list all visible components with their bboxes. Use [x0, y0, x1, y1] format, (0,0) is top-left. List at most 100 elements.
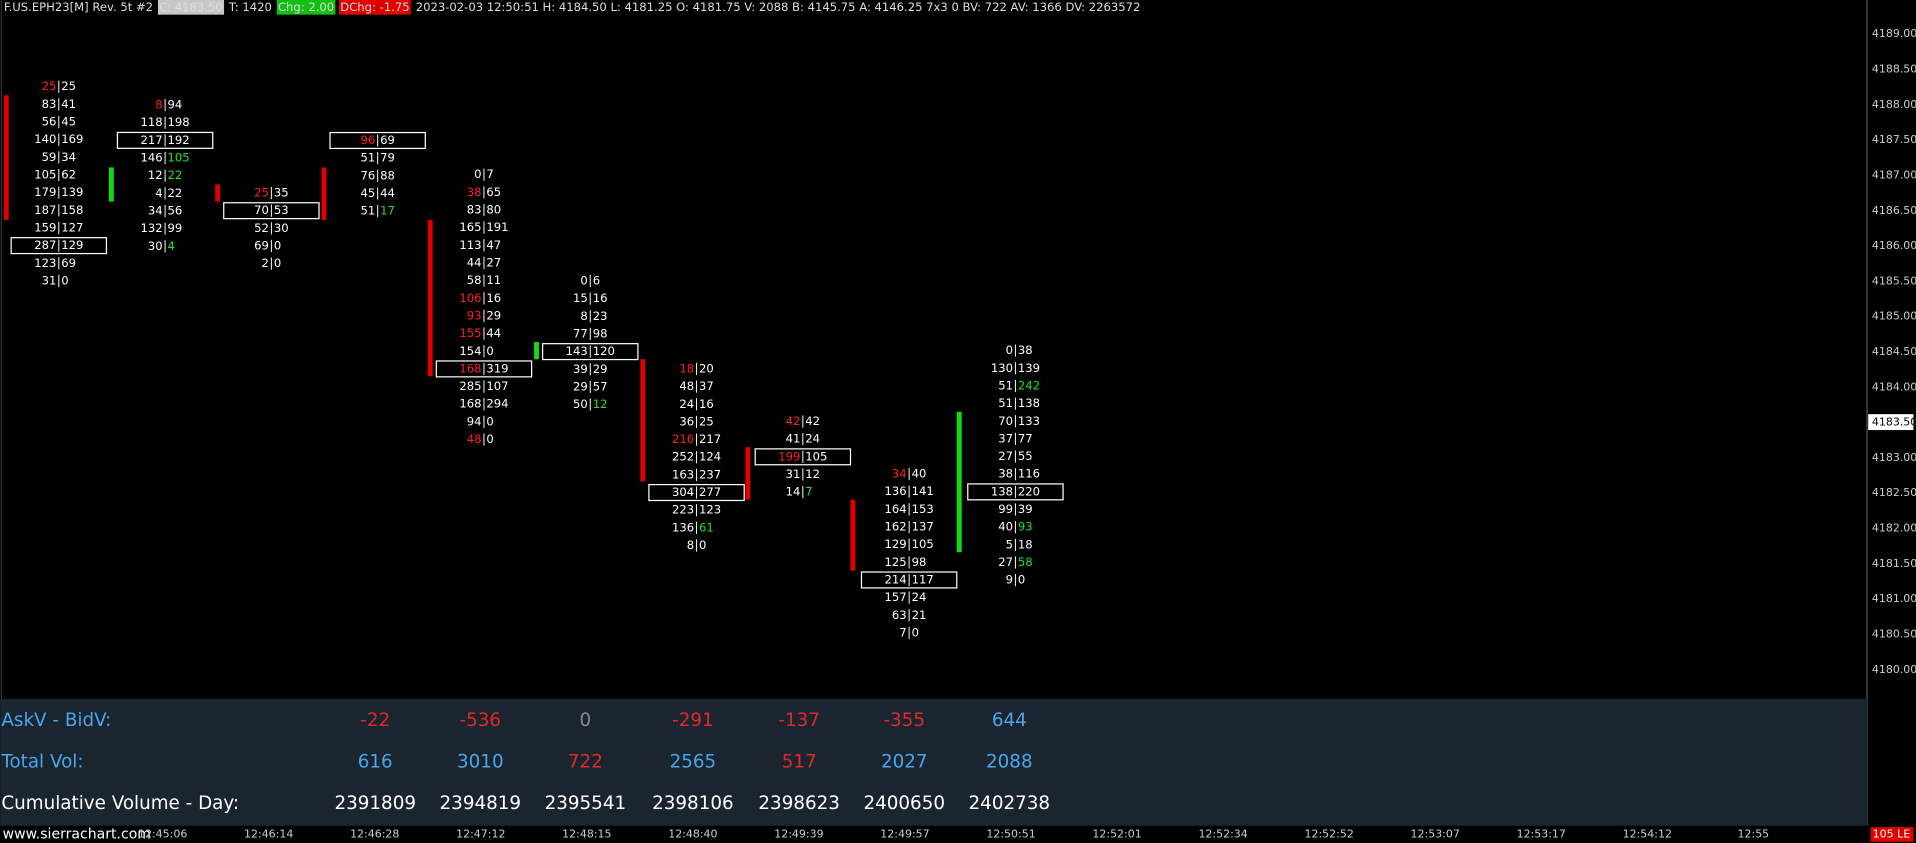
- ask-volume: 37: [998, 431, 1013, 445]
- bid-volume: 127: [61, 220, 83, 234]
- badge: 105 LE: [1873, 827, 1911, 840]
- ask-volume: 48: [467, 432, 482, 446]
- ask-volume: 41: [786, 432, 801, 446]
- bid-volume: 242: [1018, 378, 1040, 392]
- ask-volume: 58: [467, 273, 482, 287]
- ask-volume: 14: [786, 485, 801, 499]
- bid-volume: 69: [380, 133, 395, 147]
- ask-volume: 5: [1006, 537, 1013, 551]
- bid-volume: 88: [380, 168, 395, 182]
- bid-volume: 41: [61, 97, 76, 111]
- bid-volume: 137: [912, 519, 934, 533]
- price-label: 4189.00: [1872, 27, 1916, 40]
- bid-volume: 0: [486, 414, 493, 428]
- ask-volume: 223: [672, 503, 694, 517]
- bid-volume: 40: [912, 467, 927, 481]
- bid-volume: 79: [380, 151, 395, 165]
- poc-box: [860, 571, 958, 589]
- time-label: 12:48:15: [562, 827, 611, 840]
- bid-volume: 55: [1018, 449, 1033, 463]
- ask-volume: 45: [360, 186, 375, 200]
- bid-volume: 98: [593, 326, 608, 340]
- price-label: 4182.50: [1872, 486, 1916, 499]
- bid-volume: 191: [486, 220, 508, 234]
- stats-label: Total Vol:: [0, 751, 83, 772]
- ask-volume: 136: [885, 484, 907, 498]
- bid-volume: 16: [699, 397, 714, 411]
- ask-volume: 106: [459, 291, 481, 305]
- ask-volume: 168: [459, 361, 481, 375]
- bid-volume: 47: [486, 238, 501, 252]
- current-price: 4183.50: [1872, 416, 1916, 429]
- stats-value: 2398106: [652, 793, 734, 814]
- ask-volume: 0: [474, 167, 481, 181]
- bid-volume: 107: [486, 379, 508, 393]
- price-label: 4187.50: [1872, 133, 1916, 146]
- bid-volume: 7: [805, 485, 812, 499]
- bid-volume: 133: [1018, 414, 1040, 428]
- stats-label: AskV - BidV:: [1, 710, 111, 731]
- bid-volume: 44: [380, 186, 395, 200]
- ask-volume: 39: [573, 362, 588, 376]
- ask-volume: 132: [141, 221, 163, 235]
- ask-volume: 36: [679, 414, 694, 428]
- time-label: 12:52:52: [1304, 827, 1353, 840]
- ask-volume: 51: [998, 378, 1013, 392]
- ask-volume: 140: [34, 132, 56, 146]
- stats-value: 2400650: [863, 793, 945, 814]
- stats-value: 3010: [457, 751, 504, 772]
- ask-volume: 38: [998, 467, 1013, 481]
- poc-box: [435, 360, 533, 378]
- bid-volume: 24: [805, 432, 820, 446]
- ask-volume: 96: [360, 133, 375, 147]
- stats-value: -536: [460, 710, 502, 731]
- time-label: 12:45:06: [138, 827, 187, 840]
- imbalance-bar: [745, 447, 751, 500]
- ask-volume: 4: [155, 186, 162, 200]
- stats-value: 2394819: [440, 793, 522, 814]
- bid-volume: 99: [168, 221, 183, 235]
- time-label: 12:52:01: [1092, 827, 1141, 840]
- bid-volume: 62: [61, 168, 76, 182]
- time-label: 12:53:07: [1411, 827, 1460, 840]
- bid-volume: 4: [168, 239, 175, 253]
- ask-volume: 69: [254, 238, 269, 252]
- bid-volume: 37: [699, 379, 714, 393]
- bid-volume: 0: [274, 256, 281, 270]
- bid-volume: 0: [699, 538, 706, 552]
- stats-value: 517: [782, 751, 817, 772]
- ask-volume: 136: [672, 520, 694, 534]
- ask-volume: 42: [786, 414, 801, 428]
- ask-volume: 38: [467, 185, 482, 199]
- time-label: 12:49:57: [880, 827, 929, 840]
- price-label: 4188.00: [1872, 98, 1916, 111]
- ask-volume: 9: [1006, 573, 1013, 587]
- site-label: www.sierrachart.com: [3, 826, 151, 842]
- imbalance-bar: [427, 219, 433, 377]
- poc-box: [541, 343, 639, 361]
- poc-box: [223, 202, 320, 220]
- price-label: 4185.50: [1872, 274, 1916, 287]
- poc-box: [648, 483, 745, 502]
- poc-box: [329, 131, 426, 150]
- bid-volume: 120: [593, 344, 615, 358]
- bid-volume: 69: [61, 256, 76, 270]
- price-label: 4181.00: [1872, 592, 1916, 605]
- ask-volume: 34: [892, 467, 907, 481]
- bid-volume: 61: [699, 520, 714, 534]
- ask-volume: 18: [679, 361, 694, 375]
- bid-volume: 294: [486, 397, 508, 411]
- bid-volume: 0: [274, 238, 281, 252]
- bid-volume: 39: [1018, 502, 1033, 516]
- ask-volume: 31: [42, 273, 57, 287]
- bid-volume: 220: [1018, 484, 1040, 498]
- stats-value: 2565: [670, 751, 717, 772]
- stats-value: -22: [360, 710, 390, 731]
- ask-volume: 216: [672, 432, 694, 446]
- bid-volume: 0: [1018, 573, 1025, 587]
- ask-volume: 138: [991, 484, 1013, 498]
- bid-volume: 129: [61, 238, 83, 252]
- stats-value: 2088: [986, 751, 1033, 772]
- ask-volume: 164: [885, 502, 907, 516]
